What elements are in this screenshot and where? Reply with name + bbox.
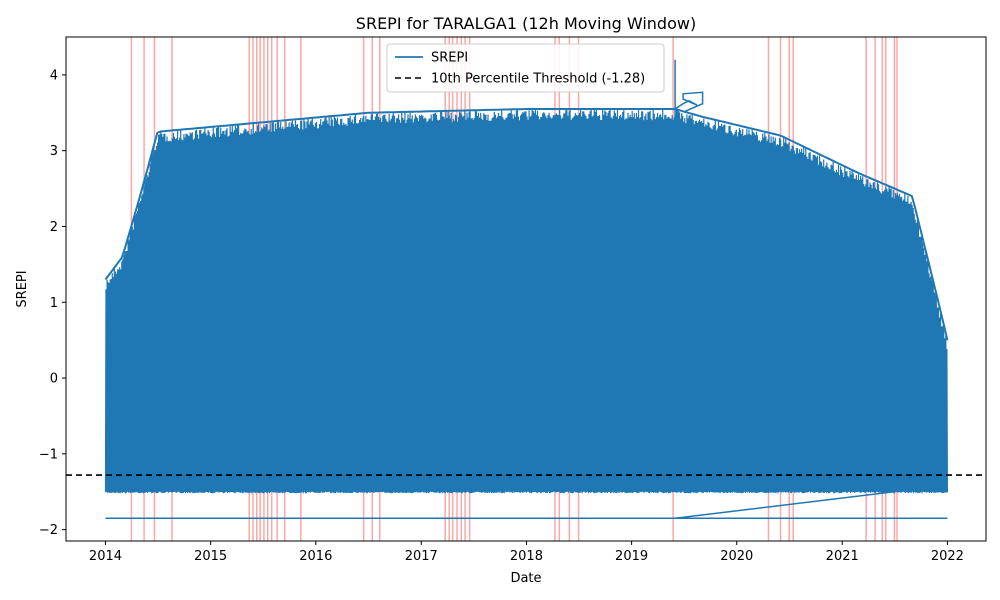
srepi-diagonal	[675, 490, 895, 520]
y-tick-label: 4	[50, 68, 58, 83]
series-srepi	[104, 59, 949, 520]
srepi-upper-edge	[104, 108, 949, 341]
legend-box	[386, 43, 665, 93]
y-tick-label: −2	[39, 523, 58, 538]
x-tick-label: 2021	[826, 549, 859, 564]
x-tick-label: 2019	[615, 549, 648, 564]
x-axis-label: Date	[510, 571, 541, 586]
x-tick-label: 2017	[405, 549, 438, 564]
y-tick-label: 3	[50, 144, 58, 159]
chart-title: SREPI for TARALGA1 (12h Moving Window)	[356, 14, 696, 33]
x-axis: 2014 2015 2016 2017 2018 2019 2020 2021 2022	[89, 541, 964, 564]
srepi-spike	[674, 59, 704, 128]
y-tick-label: 0	[50, 372, 58, 387]
x-tick-label: 2015	[194, 549, 227, 564]
legend-label-1: 10th Percentile Threshold (-1.28)	[431, 72, 645, 87]
x-tick-label: 2014	[89, 549, 122, 564]
y-tick-label: −1	[39, 447, 58, 462]
legend: SREPI 10th Percentile Threshold (-1.28)	[386, 43, 665, 93]
x-tick-label: 2022	[931, 549, 964, 564]
y-tick-label: 1	[50, 296, 58, 311]
x-tick-label: 2020	[720, 549, 753, 564]
y-tick-label: 2	[50, 220, 58, 235]
x-tick-label: 2018	[510, 549, 543, 564]
srepi-band-line	[104, 109, 949, 494]
y-axis-label: SREPI	[15, 270, 30, 307]
legend-label-0: SREPI	[431, 51, 468, 66]
y-axis: −2 −1 0 1 2 3 4	[39, 68, 66, 538]
plot-area	[66, 37, 986, 541]
x-tick-label: 2016	[299, 549, 332, 564]
